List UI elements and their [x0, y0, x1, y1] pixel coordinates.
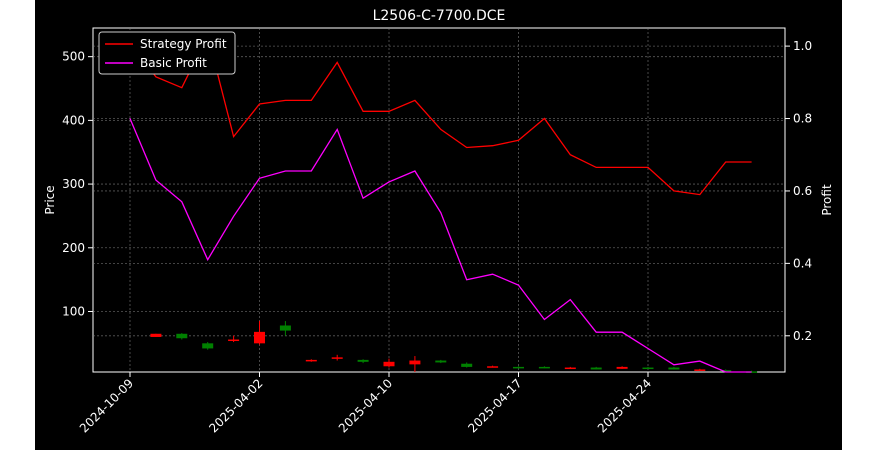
candle-body: [616, 366, 628, 369]
y-tick-label-right: 0.6: [793, 184, 812, 198]
grid-layer: [93, 28, 785, 372]
y-tick-label-right: 0.8: [793, 112, 812, 126]
y-tick-label-left: 200: [62, 241, 85, 255]
candle-body: [590, 367, 602, 370]
x-tick-label: 2025-04-24: [595, 376, 654, 435]
candle-body: [487, 366, 499, 368]
candle-body: [564, 367, 576, 370]
candle-body: [176, 333, 188, 339]
x-tick-label: 2024-10-09: [77, 376, 136, 435]
candle-body: [331, 357, 343, 359]
candle-body: [720, 370, 732, 372]
candle-body: [228, 339, 240, 342]
x-tick-label: 2025-04-02: [206, 376, 265, 435]
candle-body: [383, 361, 395, 367]
basic-profit-line: [129, 118, 752, 373]
candle-body: [538, 366, 550, 369]
y-axis-label-left: Price: [43, 185, 57, 214]
candle-body: [513, 366, 524, 369]
figure-background: [35, 0, 842, 450]
chart-title: L2506-C-7700.DCE: [373, 8, 506, 24]
y-tick-label-right: 0.4: [793, 256, 812, 270]
y-tick-label-right: 0.2: [793, 329, 812, 343]
candle-body: [254, 331, 265, 344]
candle-body: [461, 363, 473, 367]
legend: Strategy Profit Basic Profit: [98, 31, 236, 75]
y-tick-label-right: 1.0: [793, 39, 812, 53]
plot-area-frame: [92, 27, 786, 373]
candle-body: [642, 367, 654, 370]
candle-body: [150, 333, 162, 337]
candle-body: [305, 359, 317, 362]
y-tick-label-left: 100: [62, 304, 85, 318]
candle-body: [668, 367, 680, 370]
x-tick-label: 2025-04-10: [336, 376, 395, 435]
y-tick-label-left: 300: [62, 177, 85, 191]
legend-label-strategy: Strategy Profit: [140, 37, 227, 51]
strategy-profit-line: [129, 33, 752, 196]
candle-body: [435, 360, 447, 363]
x-tick-label: 2025-04-17: [465, 376, 524, 435]
profit-lines-layer: [129, 33, 752, 373]
candle-body: [202, 343, 214, 349]
candle-body: [409, 360, 421, 365]
candle-body: [357, 359, 369, 362]
candles-layer: [150, 321, 758, 373]
y-tick-label-left: 500: [62, 50, 85, 64]
axes-layer: 2024-10-09 2025-04-02 2025-04-10 2025-04-17…: [62, 39, 812, 435]
y-tick-label-left: 400: [62, 113, 85, 127]
candle-body: [694, 369, 706, 371]
legend-label-basic: Basic Profit: [140, 56, 207, 70]
y-axis-label-right: Profit: [820, 184, 834, 216]
candle-body: [279, 325, 291, 331]
